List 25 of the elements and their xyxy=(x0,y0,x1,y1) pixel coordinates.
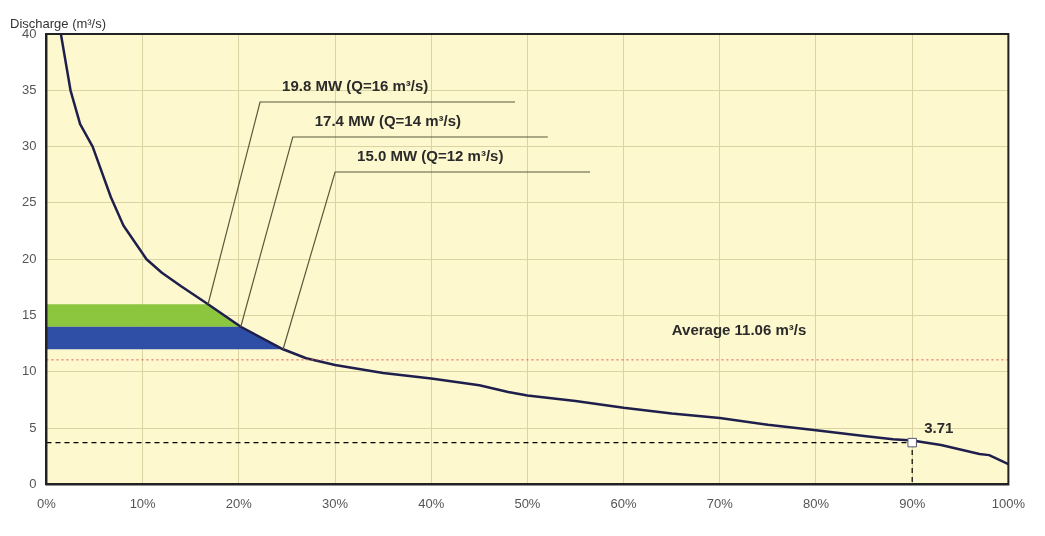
x-tick-label: 90% xyxy=(899,495,926,511)
y-tick-label: 25 xyxy=(21,194,37,210)
x-tick-label: 40% xyxy=(418,495,445,511)
x-tick-label: 50% xyxy=(514,495,541,511)
x-tick-label: 80% xyxy=(802,495,830,511)
y-tick-label: 10 xyxy=(21,363,37,379)
x-tick-label: 20% xyxy=(225,495,253,511)
y-tick-label: 35 xyxy=(21,81,37,97)
x-tick-label: 100% xyxy=(991,495,1026,511)
y-tick-label: 20 xyxy=(21,250,37,266)
y-tick-label: 30 xyxy=(21,138,37,154)
y-tick-label: 5 xyxy=(29,419,37,435)
y-tick-label: 15 xyxy=(21,307,37,323)
annotation: 17.4 MW (Q=14 m³/s) xyxy=(314,111,462,129)
y-tick-label: 0 xyxy=(29,475,37,491)
ref-line-label: Average 11.06 m³/s xyxy=(671,320,807,338)
x-tick-label: 70% xyxy=(706,495,734,511)
x-tick-label: 10% xyxy=(129,495,157,511)
x-tick-label: 30% xyxy=(322,495,349,511)
y-axis-title: Discharge (m³/s) xyxy=(10,16,107,32)
x-tick-label: 0% xyxy=(37,495,57,511)
annotation: 19.8 MW (Q=16 m³/s) xyxy=(282,76,429,94)
data-label: 3.71 xyxy=(924,419,954,437)
annotation: 15.0 MW (Q=12 m³/s) xyxy=(357,146,504,164)
x-tick-label: 60% xyxy=(610,495,638,511)
